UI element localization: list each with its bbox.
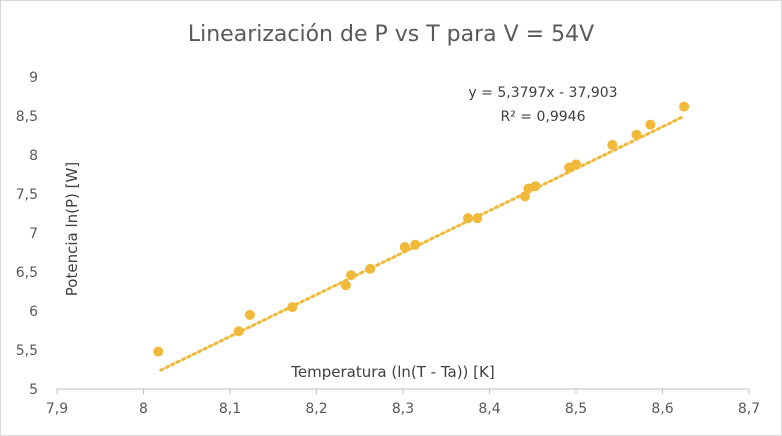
x-tick-marks — [56, 389, 750, 394]
y-tick-label: 5,5 — [16, 343, 38, 359]
x-axis-label: Temperatura (ln(T - Ta)) [K] — [290, 363, 494, 381]
x-tick-labels: 7,9 8 8,1 8,2 8,3 8,4 8,5 8,6 8,7 — [46, 401, 760, 417]
data-point — [233, 326, 244, 337]
data-point — [519, 191, 530, 202]
y-tick-label: 6 — [29, 304, 38, 320]
data-point — [472, 213, 483, 224]
data-point — [571, 159, 581, 170]
trendline — [159, 114, 686, 372]
data-point — [607, 139, 618, 150]
data-point — [631, 129, 642, 140]
x-tick-label: 8 — [139, 401, 148, 417]
x-tick-label: 7,9 — [46, 401, 68, 417]
trendline-r2: R² = 0,9946 — [501, 109, 586, 125]
data-point — [645, 119, 656, 130]
x-tick-label: 8,3 — [392, 401, 414, 417]
x-tick-label: 8,5 — [565, 401, 587, 417]
y-tick-label: 7,5 — [16, 187, 38, 203]
data-point — [530, 181, 541, 192]
data-point — [365, 263, 376, 274]
y-tick-label: 5 — [29, 382, 38, 398]
x-tick-label: 8,4 — [478, 401, 500, 417]
x-tick-label: 8,6 — [651, 401, 673, 417]
y-tick-label: 8 — [29, 148, 38, 164]
data-point — [462, 213, 473, 224]
y-tick-labels: 5 5,5 6 6,5 7 7,5 8 8,5 9 — [16, 70, 38, 398]
data-point — [244, 309, 255, 320]
y-tick-label: 7 — [29, 226, 38, 242]
y-tick-label: 8,5 — [16, 109, 38, 125]
data-point — [153, 346, 164, 357]
trendline-equation: y = 5,3797x - 37,903 — [468, 85, 617, 101]
y-tick-label: 9 — [29, 70, 38, 86]
x-tick-label: 8,2 — [305, 401, 327, 417]
x-tick-label: 8,1 — [219, 401, 241, 417]
data-point — [287, 302, 298, 313]
y-tick-label: 6,5 — [16, 265, 38, 281]
data-points — [153, 101, 690, 357]
data-point — [340, 280, 351, 291]
chart-title: Linearización de P vs T para V = 54V — [188, 22, 594, 47]
data-point — [346, 270, 357, 281]
data-point — [679, 101, 690, 112]
data-point — [410, 239, 421, 250]
y-axis-label: Potencia ln(P) [W] — [63, 162, 81, 296]
data-point — [399, 242, 410, 253]
x-tick-label: 8,7 — [738, 401, 760, 417]
